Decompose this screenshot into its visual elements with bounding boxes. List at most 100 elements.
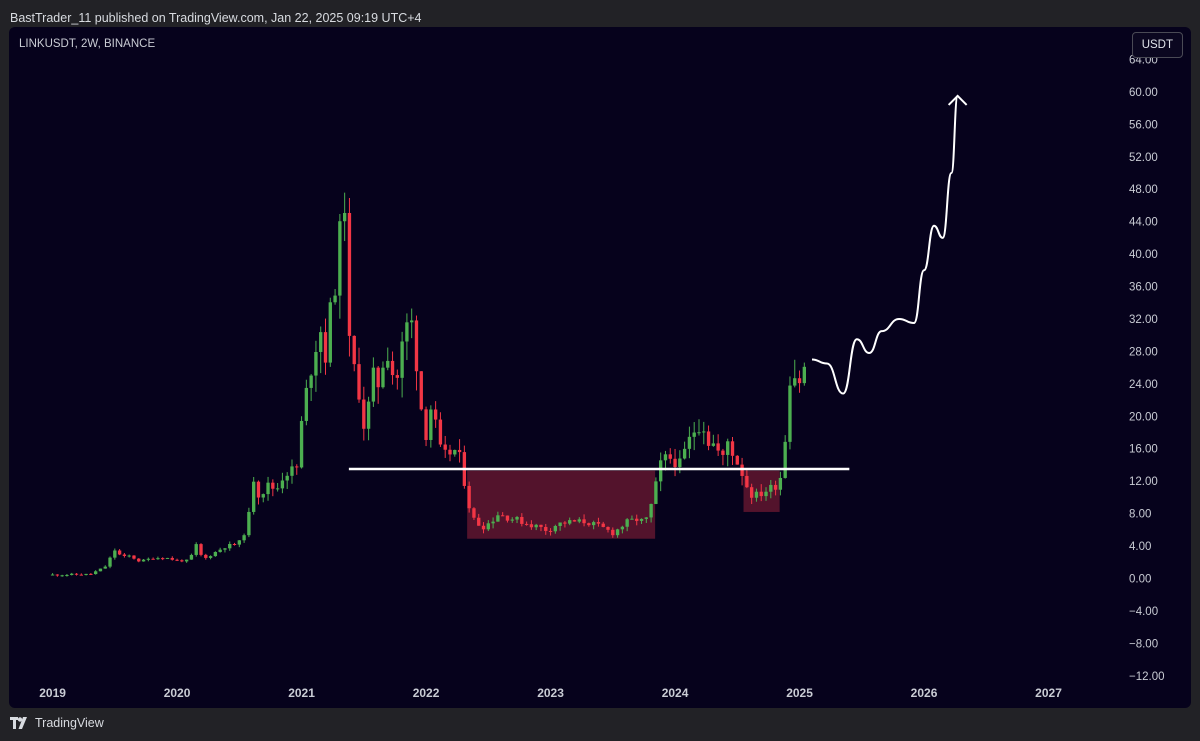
candle (702, 431, 706, 433)
candle (649, 503, 653, 518)
candle (189, 554, 194, 560)
candle (706, 431, 711, 446)
candle (386, 360, 390, 368)
candle (295, 466, 299, 468)
y-tick-label: 60.00 (1129, 87, 1158, 99)
candle (635, 518, 639, 521)
y-tick-label: 8.00 (1129, 509, 1151, 521)
y-tick-label: 56.00 (1129, 119, 1158, 131)
candle (453, 449, 457, 455)
candle (448, 449, 452, 455)
candle (644, 517, 648, 519)
chart-panel: 64.00 60.00 56.00 52.00 48.00 44.00 40.00 36.00… (9, 27, 1191, 708)
publish-info: BastTrader_11 published on TradingView.c… (10, 11, 422, 25)
candle (515, 516, 519, 520)
candle (381, 367, 385, 388)
candle (55, 574, 60, 576)
candle (132, 555, 136, 559)
candle (544, 526, 548, 531)
candle (79, 574, 83, 576)
y-tick-label: 32.00 (1129, 314, 1158, 326)
y-tick-label: −8.00 (1129, 638, 1158, 650)
candle (194, 544, 198, 555)
candle (749, 487, 754, 498)
candle (793, 378, 797, 386)
y-tick-label: 48.00 (1129, 184, 1158, 196)
candle (266, 482, 270, 495)
candle (563, 522, 567, 524)
candle (304, 387, 309, 421)
candle (333, 295, 337, 303)
candle (65, 574, 69, 576)
candle (74, 573, 79, 575)
candle (113, 550, 117, 558)
candle (242, 535, 246, 541)
candle (419, 371, 423, 410)
x-tick-label: 2026 (911, 686, 938, 700)
candle (582, 519, 586, 524)
candle (625, 519, 629, 527)
candle (711, 443, 716, 446)
candle (103, 566, 107, 569)
brand-name: TradingView (35, 716, 104, 730)
candle (443, 444, 447, 450)
candle (184, 559, 189, 562)
x-tick-label: 2022 (413, 686, 440, 700)
x-tick-label: 2019 (39, 686, 66, 700)
y-tick-label: 28.00 (1129, 346, 1158, 358)
candle (553, 525, 558, 532)
projection-path (811, 94, 959, 395)
candle (362, 399, 366, 429)
x-tick-label: 2021 (288, 686, 315, 700)
candle (615, 529, 620, 536)
candle (606, 526, 610, 530)
candle (730, 441, 735, 456)
candle (529, 524, 534, 528)
candle (697, 432, 701, 434)
candle (405, 322, 409, 342)
candle (161, 558, 165, 560)
candle (568, 520, 572, 524)
candle (232, 544, 237, 546)
candle (127, 555, 131, 557)
candle (275, 488, 280, 490)
candle (673, 458, 677, 468)
candle (338, 221, 342, 296)
candle (620, 526, 625, 530)
candle (223, 548, 227, 550)
candle (745, 475, 749, 488)
candle (654, 481, 658, 504)
candle (117, 550, 122, 555)
candle (371, 367, 376, 402)
currency-button[interactable]: USDT (1131, 32, 1183, 58)
candle (726, 441, 730, 455)
candle (682, 448, 687, 459)
candle (678, 458, 682, 468)
candle (754, 491, 759, 498)
candle (534, 524, 538, 528)
candle (280, 480, 285, 489)
candle (429, 409, 433, 440)
y-tick-label: 40.00 (1129, 249, 1158, 261)
candle (596, 522, 601, 524)
x-tick-label: 2020 (164, 686, 191, 700)
candle (366, 401, 371, 429)
candle (788, 385, 792, 442)
candle (721, 450, 725, 455)
candle (50, 574, 55, 576)
candle (93, 571, 98, 575)
candle (764, 491, 768, 497)
y-tick-label: −12.00 (1129, 671, 1165, 683)
candle (60, 575, 64, 577)
candle (477, 517, 481, 526)
candle (591, 522, 596, 526)
candle (299, 420, 304, 468)
candle (165, 557, 170, 559)
candle (491, 521, 495, 524)
candle (735, 455, 739, 465)
candle (347, 212, 352, 336)
price-chart[interactable]: 64.0060.0056.0052.0048.0044.0040.0036.00… (9, 27, 1191, 708)
x-tick-label: 2027 (1035, 686, 1062, 700)
candle (740, 464, 744, 476)
candle (256, 481, 261, 498)
